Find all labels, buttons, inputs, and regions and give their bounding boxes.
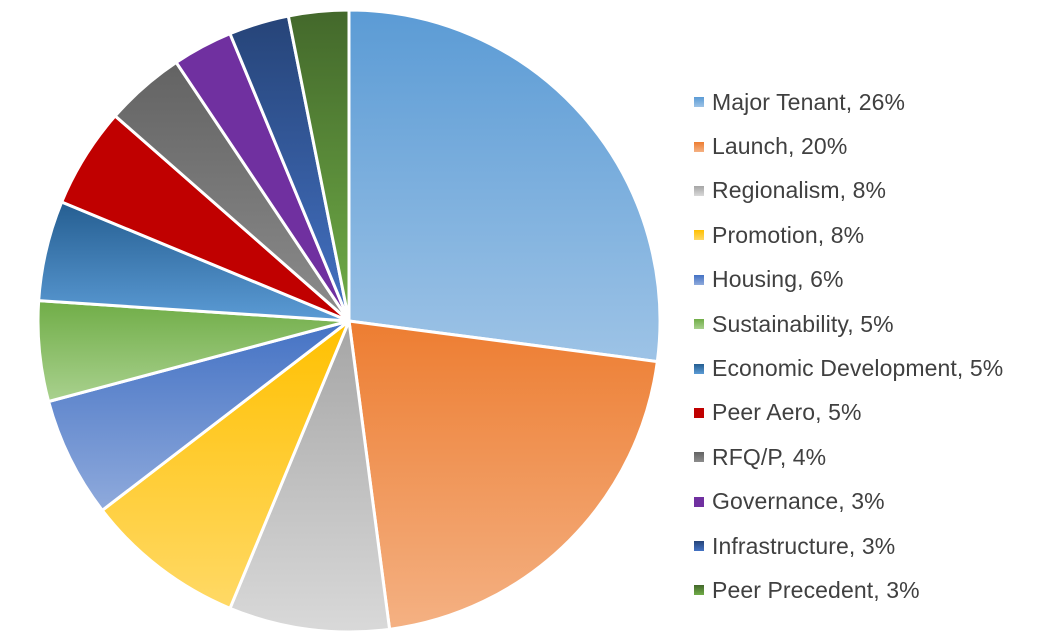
legend-item: Promotion, 8%: [694, 213, 1054, 257]
pie-slice-housing: [47, 319, 351, 512]
legend-label: Housing, 6%: [712, 266, 844, 293]
legend-item: Infrastructure, 3%: [694, 524, 1054, 568]
pie-slice-regionalism: [228, 319, 392, 634]
pie-plot-area: [36, 8, 662, 634]
legend-item: Major Tenant, 26%: [694, 80, 1054, 124]
legend-label: Major Tenant, 26%: [712, 88, 906, 115]
legend-swatch: [694, 585, 704, 596]
legend-label: Regionalism, 8%: [712, 177, 887, 204]
legend-item: Launch, 20%: [694, 124, 1054, 168]
legend-item: Peer Aero, 5%: [694, 391, 1054, 435]
legend-swatch: [694, 452, 704, 463]
legend-item: RFQ/P, 4%: [694, 435, 1054, 479]
legend-label: Peer Precedent, 3%: [712, 576, 920, 603]
legend-label: Launch, 20%: [712, 133, 848, 160]
legend-item: Governance, 3%: [694, 480, 1054, 524]
legend-item: Economic Development, 5%: [694, 346, 1054, 390]
legend-label: Promotion, 8%: [712, 221, 865, 248]
legend-label: Economic Development, 5%: [712, 355, 1004, 382]
pie-slice-major-tenant: [347, 8, 662, 364]
legend-swatch: [694, 97, 704, 108]
legend-swatch: [694, 541, 704, 552]
chart-legend: Major Tenant, 26% Launch, 20% Regionalism,…: [694, 80, 1054, 613]
legend-swatch: [694, 230, 704, 241]
legend-label: Sustainability, 5%: [712, 310, 894, 337]
pie-slice-promotion: [100, 319, 351, 610]
legend-item: Regionalism, 8%: [694, 169, 1054, 213]
legend-label: Infrastructure, 3%: [712, 532, 896, 559]
legend-swatch: [694, 141, 704, 152]
legend-swatch: [694, 496, 704, 507]
pie-slice-launch: [347, 319, 659, 631]
legend-label: Governance, 3%: [712, 488, 885, 515]
legend-swatch: [694, 319, 704, 330]
legend-swatch: [694, 407, 704, 418]
legend-swatch: [694, 274, 704, 285]
legend-item: Housing, 6%: [694, 258, 1054, 302]
legend-label: Peer Aero, 5%: [712, 399, 862, 426]
pie-slice-peer-precedent: [286, 8, 351, 323]
legend-swatch: [694, 185, 704, 196]
legend-swatch: [694, 363, 704, 374]
legend-label: RFQ/P, 4%: [712, 443, 827, 470]
legend-item: Sustainability, 5%: [694, 302, 1054, 346]
legend-item: Peer Precedent, 3%: [694, 568, 1054, 612]
